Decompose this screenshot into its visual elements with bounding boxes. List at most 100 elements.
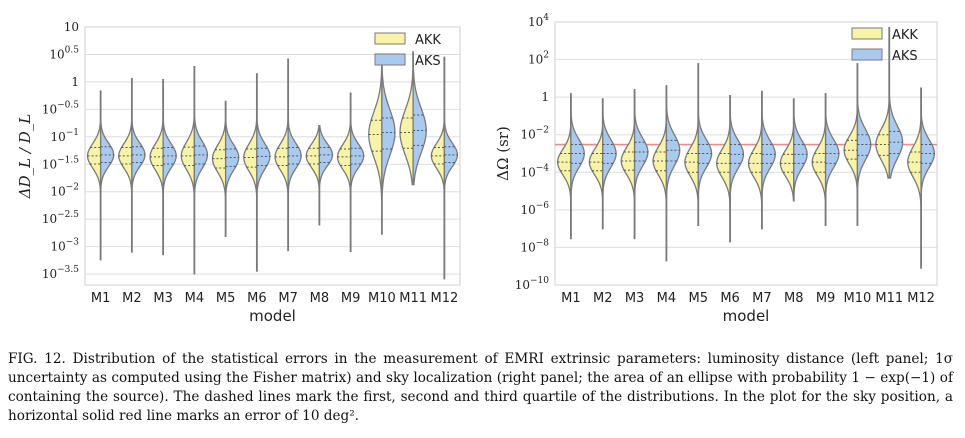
x-tick-label: M7 [752,291,772,306]
violin-half-aks [318,124,334,226]
violin-half-aks [633,89,649,240]
violin-half-aks [443,56,459,280]
violin-half-akk [652,85,668,262]
violin-half-akk [556,93,572,240]
violin-half-aks [99,90,115,261]
x-tick-label: M8 [310,291,330,306]
y-tick-label-base: 10 [520,240,535,254]
y-tick-label-exp: −4 [536,163,550,173]
y-tick-label: 102 [528,51,549,67]
x-tick-label: M6 [720,291,740,306]
y-tick-label-exp: −2 [536,126,549,136]
x-tick-label: M9 [816,291,836,306]
y-tick-label-base: 10 [520,165,535,179]
legend-swatch-akk [374,32,406,45]
violin-M10 [368,60,396,235]
y-tick-label-exp: −2 [66,183,79,193]
x-tick-label: M3 [625,291,645,306]
y-tick-label-base: 10 [42,157,57,171]
violin-half-aks [570,93,585,240]
violin-half-aks [729,94,745,243]
y-tick-label-base: 10 [49,47,64,61]
violin-M3 [620,89,649,240]
violin-half-aks [287,58,302,252]
y-tick-label: 10−3 [50,238,79,254]
violin-M1 [86,90,115,261]
x-tick-label: M6 [247,291,267,306]
x-tick-label: M4 [657,291,677,306]
caption-label: FIG. 12. [8,351,66,367]
violin-M5 [684,63,713,226]
figure-caption: FIG. 12. Distribution of the statistical… [8,350,953,426]
y-axis-label: ΔΩ (sr) [494,126,512,181]
violin-half-aks [256,73,271,272]
violin-M12 [907,87,936,269]
violin-half-akk [811,93,827,226]
violin-half-akk [843,63,859,226]
violin-half-aks [761,90,776,230]
x-tick-label: M2 [122,291,142,306]
violin-half-akk [716,94,731,243]
x-tick-label: M12 [430,291,458,306]
violin-half-aks [381,60,396,235]
violin-M3 [149,78,177,256]
y-tick-label-base: 10 [520,203,535,217]
violin-M6 [243,73,271,272]
legend-swatch-aks [851,48,883,61]
y-tick-label-exp: 0.5 [65,45,80,55]
violin-half-aks [665,85,681,262]
violin-half-aks [224,100,240,237]
x-tick-label: M4 [185,291,205,306]
violin-half-akk [274,58,289,252]
figure: 10100.5110−0.510−110−1.510−210−2.510−310… [16,13,938,325]
violin-half-akk [588,98,604,230]
left-panel-luminosity-distance: 10100.5110−0.510−110−1.510−210−2.510−310… [16,20,461,325]
violin-M2 [588,98,617,230]
x-tick-label: M11 [875,291,903,306]
violin-half-aks [193,65,209,275]
x-axis-label: model [249,307,296,325]
legend-label-akk: AKK [892,28,918,43]
x-tick-label: M12 [907,291,935,306]
violin-M7 [274,58,302,252]
violin-M9 [811,93,840,226]
x-tick-label: M10 [368,291,396,306]
legend-swatch-akk [851,27,883,40]
x-tick-label: M11 [399,291,427,306]
x-tick-label: M3 [153,291,173,306]
violin-half-akk [336,92,352,253]
violin-M8 [305,124,334,226]
violin-half-akk [620,89,636,240]
y-tick-label-exp: −6 [536,201,550,211]
y-tick-label-base: 10 [515,278,530,292]
y-tick-label-exp: 2 [543,51,549,61]
violin-half-akk [779,98,795,202]
violin-M11 [875,26,904,179]
y-tick-label: 10−4 [520,163,549,179]
violin-M5 [211,100,240,237]
y-tick-label-base: 10 [50,130,65,144]
violin-half-akk [430,56,446,280]
x-tick-label: M7 [278,291,298,306]
violin-half-akk [180,65,196,275]
y-tick-label-exp: −0.5 [57,100,79,110]
x-tick-label: M9 [341,291,361,306]
y-tick-label: 1 [541,90,549,104]
violin-half-akk [211,100,227,237]
plot-frame [554,21,938,286]
y-tick-label-base: 10 [42,267,57,281]
violin-M1 [556,93,585,240]
violin-half-aks [888,26,904,179]
y-tick-label-exp: −3 [66,238,80,248]
y-tick-label-base: 10 [528,15,543,29]
y-tick-label: 104 [528,13,549,29]
y-tick-label: 10−3.5 [42,265,79,281]
violin-M7 [747,90,776,230]
x-tick-label: M5 [216,291,236,306]
violin-M4 [652,85,681,262]
violin-M6 [716,94,745,243]
violin-M10 [843,63,872,226]
violin-M12 [430,56,459,280]
violin-half-aks [602,98,617,230]
legend-label-aks: AKS [892,49,918,64]
